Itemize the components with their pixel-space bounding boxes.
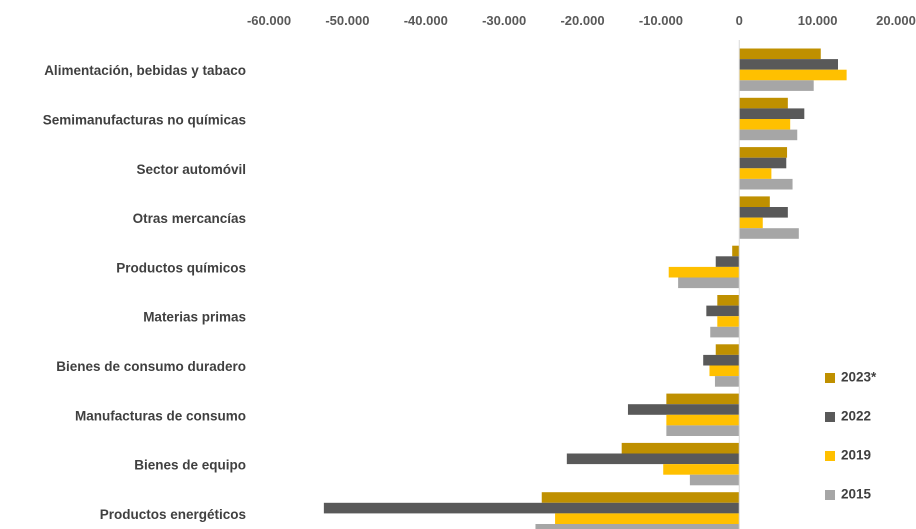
bar <box>739 168 772 179</box>
category-label: Bienes de consumo duradero <box>56 359 246 374</box>
legend-label: 2023* <box>841 370 877 385</box>
x-tick-label: -60.000 <box>247 13 291 28</box>
bar <box>621 442 740 454</box>
bar <box>666 393 740 405</box>
bar <box>739 207 788 218</box>
bar <box>739 119 791 130</box>
bar <box>666 414 740 426</box>
bar <box>739 217 763 229</box>
x-tick-label: -30.000 <box>482 13 526 28</box>
bar <box>535 524 740 529</box>
bar <box>739 129 798 141</box>
bar <box>739 147 788 158</box>
legend: 2023* 2022 2019 2015 <box>825 370 877 502</box>
bar <box>739 59 839 70</box>
category-label: Semimanufacturas no químicas <box>43 113 246 128</box>
bar <box>678 277 740 289</box>
bar <box>739 178 793 190</box>
bar <box>555 513 740 524</box>
legend-swatch <box>825 451 835 461</box>
x-tick-label: 0 <box>736 13 743 28</box>
x-axis-tick-labels: -60.000 -50.000 -40.000 -30.000 -20.000 -10.0… <box>247 13 916 28</box>
bar <box>703 354 740 366</box>
legend-swatch <box>825 373 835 383</box>
x-tick-label: -50.000 <box>325 13 369 28</box>
bar <box>739 196 770 207</box>
legend-swatch <box>825 412 835 422</box>
legend-swatch <box>825 490 835 500</box>
bar <box>666 425 740 436</box>
x-tick-label: -20.000 <box>560 13 604 28</box>
bar <box>668 266 740 278</box>
x-tick-label: 10.000 <box>798 13 838 28</box>
bar <box>541 492 740 503</box>
bar <box>710 326 740 338</box>
category-label: Materias primas <box>143 310 246 325</box>
bar <box>663 464 740 475</box>
bar <box>715 344 740 355</box>
bar <box>739 97 788 109</box>
category-label: Alimentación, bebidas y tabaco <box>44 63 246 78</box>
legend-label: 2015 <box>841 487 872 502</box>
bar <box>566 453 740 465</box>
x-tick-label: -10.000 <box>639 13 683 28</box>
bar <box>717 316 740 327</box>
chart-bars <box>323 48 847 529</box>
legend-label: 2019 <box>841 448 871 463</box>
category-label: Manufacturas de consumo <box>75 408 246 423</box>
bar <box>717 295 740 306</box>
category-label: Otras mercancías <box>133 211 246 226</box>
category-labels: Alimentación, bebidas y tabaco Semimanufa… <box>43 63 246 522</box>
bar <box>715 256 740 267</box>
bar <box>323 502 740 514</box>
legend-label: 2022 <box>841 409 871 424</box>
category-label: Sector automóvil <box>136 162 246 177</box>
category-label: Productos químicos <box>116 260 246 275</box>
bar <box>739 69 847 81</box>
bar <box>739 80 814 91</box>
bar <box>739 108 805 119</box>
x-tick-label: 20.000 <box>876 13 916 28</box>
category-label: Productos energéticos <box>100 507 246 522</box>
bar <box>627 404 740 415</box>
bar <box>739 157 787 169</box>
bar <box>709 365 740 377</box>
category-label: Bienes de equipo <box>134 458 246 473</box>
bar <box>714 376 740 387</box>
bar <box>739 48 821 60</box>
bar <box>689 474 740 486</box>
bar <box>706 305 740 317</box>
bar <box>732 245 740 257</box>
bar <box>739 228 799 239</box>
x-tick-label: -40.000 <box>404 13 448 28</box>
